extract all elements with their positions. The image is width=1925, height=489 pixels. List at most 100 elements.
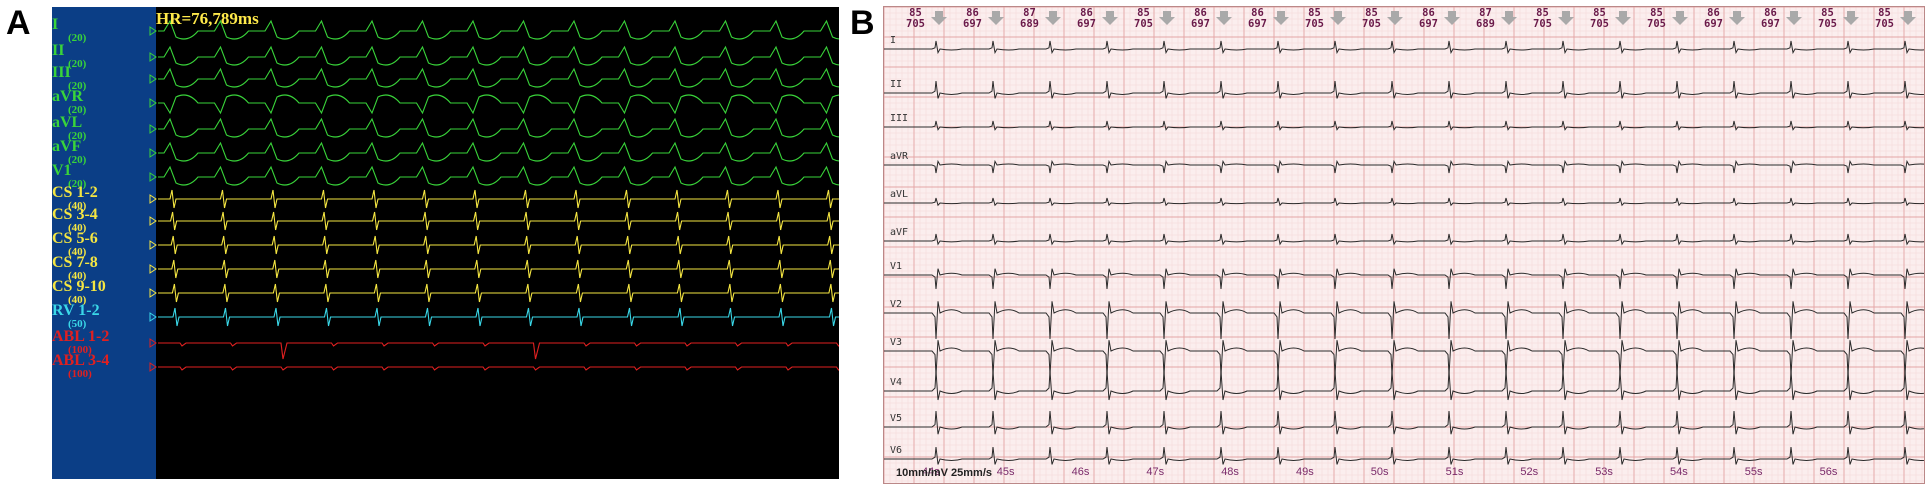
ecg-lead-trace <box>884 410 1924 435</box>
lead-trace <box>158 235 839 255</box>
lead-gain: (20) <box>68 80 87 92</box>
heart-rate-value: 86 <box>1422 7 1435 19</box>
lead-trace <box>158 366 839 371</box>
lead-name: III <box>52 64 71 81</box>
heart-rate-value: 85 <box>1365 7 1378 19</box>
rr-interval-value: 697 <box>963 18 982 31</box>
lead-label: CS 9-10 (40) <box>52 279 106 306</box>
ecg-lead-trace <box>884 197 1924 207</box>
heart-rate-value: 85 <box>1821 7 1834 19</box>
lead-label: aVF (20) <box>52 139 86 166</box>
rr-interval-value: 697 <box>1761 18 1780 31</box>
lead-trace <box>158 19 839 40</box>
lead-trace <box>158 165 839 186</box>
lead-gain: (40) <box>68 222 87 234</box>
ecg-lead-label: aVL <box>890 189 909 200</box>
ecg-lead-label: V2 <box>890 299 903 310</box>
calibration-label: 10mm/mV 25mm/s <box>896 467 992 479</box>
rr-interval-value: 705 <box>1647 18 1666 31</box>
ecg-lead-trace <box>884 233 1924 246</box>
channel-marker <box>149 98 157 108</box>
lead-label: II (20) <box>52 43 86 70</box>
ecg-lead-trace <box>884 340 1924 376</box>
lead-name: CS 5-6 <box>52 230 98 247</box>
ecg-lead-label: III <box>890 113 909 124</box>
lead-trace <box>158 117 839 138</box>
rr-measurement: 85 705 <box>1533 7 1552 30</box>
heart-rate-value: 85 <box>1650 7 1663 19</box>
lead-name: aVL <box>52 114 83 131</box>
rr-interval-value: 705 <box>1875 18 1894 31</box>
time-tick-label: 52s <box>1520 466 1539 478</box>
beat-arrow-icon <box>1387 11 1403 25</box>
time-tick-label: 53s <box>1595 466 1613 478</box>
heart-rate-value: 86 <box>1251 7 1264 19</box>
lead-label: CS 7-8 (40) <box>52 255 98 282</box>
heart-rate-value: 85 <box>1137 7 1150 19</box>
heart-rate-value: 86 <box>1194 7 1207 19</box>
ecg-lead-label: aVR <box>890 151 909 162</box>
heart-rate-value: 85 <box>1593 7 1606 19</box>
ecg-lead-trace <box>884 301 1924 340</box>
ecg-lead-label: V1 <box>890 261 903 272</box>
time-tick-label: 46s <box>1071 466 1090 478</box>
time-tick-label: 45s <box>996 466 1015 478</box>
channel-marker <box>149 194 157 204</box>
ecg-lead-trace <box>884 268 1924 290</box>
beat-arrow-icon <box>1615 11 1631 25</box>
lead-trace <box>158 283 839 303</box>
rr-interval-value: 689 <box>1020 18 1039 31</box>
ecg-lead-label: II <box>890 79 903 90</box>
lead-name: aVR <box>52 88 84 105</box>
rr-interval-value: 705 <box>1818 18 1837 31</box>
ecg-lead-label: V4 <box>890 377 903 388</box>
rr-interval-value: 705 <box>1134 18 1153 31</box>
lead-trace <box>158 141 839 162</box>
time-tick-label: 48s <box>1221 466 1239 478</box>
rr-measurement: 85 705 <box>1647 7 1666 31</box>
intracardiac-recording-panel: HR=76,789ms I (20) II (20) III (20) aVR (20) aVL… <box>52 7 839 479</box>
rr-interval-value: 705 <box>1590 18 1609 31</box>
rr-interval-value: 705 <box>906 18 925 31</box>
lead-label: III (20) <box>52 65 86 92</box>
lead-name: ABL 3-4 <box>52 352 110 369</box>
heart-rate-value: 85 <box>1536 7 1549 19</box>
rr-measurement: 86 697 <box>1761 7 1780 31</box>
rr-measurement: 86 697 <box>1419 7 1438 30</box>
time-tick-label: 50s <box>1370 466 1389 478</box>
lead-gain: (20) <box>68 130 87 142</box>
lead-gain: (40) <box>68 294 87 306</box>
time-tick-label: 56s <box>1819 466 1838 478</box>
beat-arrow-icon <box>1102 11 1118 25</box>
heart-rate-value: 87 <box>1023 7 1036 19</box>
lead-label-sidebar <box>52 7 156 479</box>
lead-trace <box>158 259 839 279</box>
panel-b-ecg-grid <box>884 7 1924 483</box>
lead-name: CS 7-8 <box>52 254 98 271</box>
lead-label: CS 5-6 (40) <box>52 231 98 258</box>
lead-gain: (40) <box>68 200 87 212</box>
lead-trace <box>158 94 839 115</box>
channel-marker <box>149 26 157 36</box>
panel-b-label: B <box>850 4 875 42</box>
lead-gain: (50) <box>68 318 87 330</box>
lead-label: I (20) <box>52 17 86 44</box>
time-tick-label: 49s <box>1296 466 1314 478</box>
ecg-lead-trace <box>884 159 1924 174</box>
heart-rate-value: 85 <box>1308 7 1321 19</box>
beat-arrow-icon <box>1558 11 1574 25</box>
channel-marker <box>149 338 157 348</box>
ecg-lead-label: V5 <box>890 413 903 424</box>
lead-gain: (20) <box>68 58 87 70</box>
rr-interval-value: 705 <box>1362 18 1381 31</box>
channel-marker <box>149 172 157 182</box>
beat-arrow-icon <box>988 11 1004 25</box>
rr-interval-value: 697 <box>1704 18 1723 31</box>
lead-name: CS 9-10 <box>52 278 106 295</box>
lead-label: aVL (20) <box>52 115 86 142</box>
lead-gain: (20) <box>68 104 87 116</box>
ecg-lead-trace <box>884 40 1924 55</box>
heart-rate-value: 85 <box>909 7 922 19</box>
heart-rate-value: 87 <box>1479 7 1492 19</box>
lead-name: II <box>52 42 65 59</box>
